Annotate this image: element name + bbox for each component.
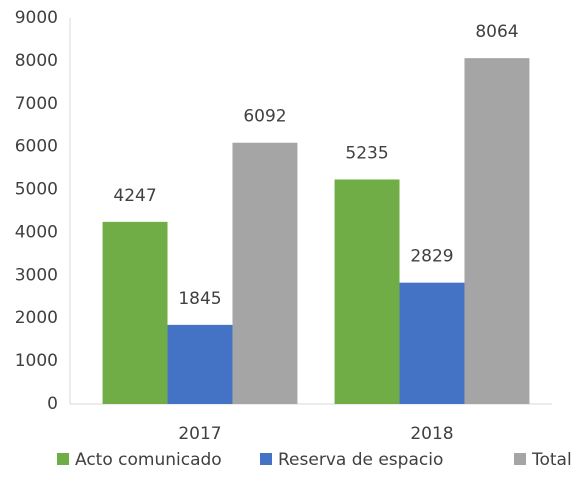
legend-label: Reserva de espacio <box>278 450 443 470</box>
bar <box>232 142 298 404</box>
y-tick-label: 4000 <box>15 222 58 242</box>
value-label: 4247 <box>113 186 156 206</box>
y-tick-label: 5000 <box>15 180 58 200</box>
value-label: 5235 <box>345 143 388 163</box>
legend-swatch <box>57 453 69 465</box>
y-tick-label: 9000 <box>15 8 58 28</box>
x-tick-label: 2018 <box>410 424 453 444</box>
legend-label: Total <box>531 450 572 470</box>
y-tick-label: 1000 <box>15 351 58 371</box>
y-tick-label: 0 <box>47 394 58 414</box>
bar <box>399 282 465 404</box>
y-tick-label: 3000 <box>15 265 58 285</box>
value-label: 1845 <box>178 289 221 309</box>
value-label: 8064 <box>475 22 518 42</box>
legend-swatch <box>514 453 526 465</box>
legend-label: Acto comunicado <box>75 450 222 470</box>
legend-swatch <box>260 453 272 465</box>
y-tick-label: 8000 <box>15 51 58 71</box>
bar <box>102 221 168 404</box>
value-label: 6092 <box>243 107 286 127</box>
bar <box>167 324 233 404</box>
y-tick-label: 2000 <box>15 308 58 328</box>
x-tick-label: 2017 <box>178 424 221 444</box>
bar <box>334 179 400 404</box>
y-tick-label: 7000 <box>15 94 58 114</box>
bar <box>464 58 530 404</box>
value-label: 2829 <box>410 247 453 267</box>
y-tick-label: 6000 <box>15 137 58 157</box>
